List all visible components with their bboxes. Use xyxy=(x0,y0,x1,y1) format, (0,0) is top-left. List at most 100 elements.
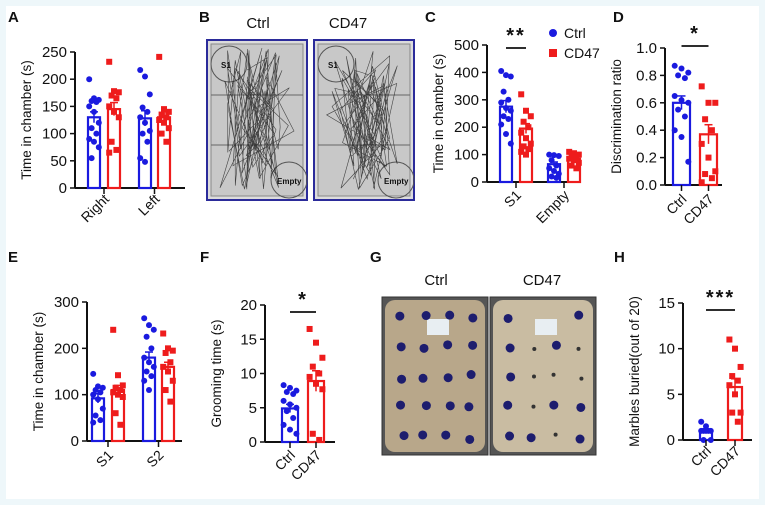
data-point xyxy=(287,426,293,433)
data-point xyxy=(86,136,93,143)
ctrl-bar-group xyxy=(671,62,692,187)
marble xyxy=(531,404,536,409)
data-point xyxy=(503,72,509,79)
data-point xyxy=(518,148,525,155)
y-tick-label: 0.2 xyxy=(636,150,657,167)
data-point xyxy=(108,92,115,99)
data-point xyxy=(520,143,527,150)
data-point xyxy=(139,130,146,137)
y-tick-label: 100 xyxy=(54,387,79,404)
data-point xyxy=(306,373,313,380)
data-point xyxy=(737,409,744,416)
marble xyxy=(419,343,429,353)
data-point xyxy=(92,387,99,394)
data-point xyxy=(113,95,120,102)
data-point xyxy=(729,373,736,380)
marble xyxy=(551,372,556,377)
marble xyxy=(421,311,431,321)
cage-tag xyxy=(427,319,449,335)
panel-b-title-ctrl: Ctrl xyxy=(246,15,269,32)
marble-cage-cd47 xyxy=(489,296,597,456)
panel-b-title-cd47: CD47 xyxy=(329,15,367,32)
y-tick-label: 5 xyxy=(667,386,675,403)
data-point xyxy=(158,130,165,137)
y-tick-label: 15 xyxy=(658,295,675,312)
chart-a: 0 50 100 150 200 250 Time in chamber (s) Right L… xyxy=(19,44,185,225)
data-point xyxy=(165,108,172,115)
ctrl-bar-group xyxy=(498,68,514,184)
panel-label-h: H xyxy=(614,249,625,266)
y-axis-label: Grooming time (s) xyxy=(209,319,224,427)
data-point xyxy=(306,325,313,332)
significance-stars: ** xyxy=(506,25,526,47)
data-point xyxy=(527,113,534,120)
data-point xyxy=(553,174,560,181)
marble xyxy=(445,310,455,320)
data-point xyxy=(115,114,122,121)
data-point xyxy=(95,396,101,403)
data-point xyxy=(319,386,326,393)
y-tick-label: 300 xyxy=(54,294,79,311)
data-point xyxy=(142,119,148,126)
panel-label-a: A xyxy=(8,9,19,26)
data-point xyxy=(160,330,167,337)
y-axis-label: Discrimination ratio xyxy=(609,59,624,174)
y-tick-label: 200 xyxy=(54,340,79,357)
data-point xyxy=(523,135,529,142)
cd47-bar-group xyxy=(110,326,126,443)
data-point xyxy=(158,111,165,118)
data-point xyxy=(97,389,104,396)
y-tick-label: 400 xyxy=(454,64,479,81)
panel-label-d: D xyxy=(613,9,624,26)
data-point xyxy=(146,322,152,329)
data-point xyxy=(280,421,287,428)
data-point xyxy=(705,99,712,106)
marble xyxy=(503,400,513,410)
y-tick-label: 15 xyxy=(240,331,257,348)
marble xyxy=(468,340,478,350)
y-tick-label: 300 xyxy=(454,92,479,109)
data-point xyxy=(86,76,93,83)
y-axis-label: Time in chamber (s) xyxy=(31,312,46,432)
empty-label: Empty xyxy=(277,177,302,186)
data-point xyxy=(99,405,106,412)
y-tick-label: 50 xyxy=(50,153,67,170)
data-point xyxy=(546,151,553,158)
data-point xyxy=(678,134,685,141)
data-point xyxy=(729,409,736,416)
marble xyxy=(464,402,474,412)
data-point xyxy=(702,116,709,123)
data-point xyxy=(732,391,738,398)
data-point xyxy=(161,119,167,126)
data-point xyxy=(675,106,682,113)
s1-zone xyxy=(317,45,355,83)
data-point xyxy=(316,436,323,443)
chart-e: 0 100 200 300 Time in chamber (s) S1 S2 xyxy=(31,294,182,470)
data-point xyxy=(165,345,171,352)
data-point xyxy=(708,175,715,182)
data-point xyxy=(678,97,685,104)
data-point xyxy=(507,107,514,114)
legend-ctrl-marker xyxy=(549,29,557,37)
data-point xyxy=(117,421,124,428)
data-point xyxy=(737,363,744,370)
y-axis-label: Time in chamber (s) xyxy=(19,60,34,180)
data-point xyxy=(518,129,525,136)
data-point xyxy=(141,315,148,322)
y-tick-label: 200 xyxy=(454,119,479,136)
ctrl-bar-group xyxy=(141,315,157,443)
data-point xyxy=(675,72,682,79)
empty-label: Empty xyxy=(384,177,409,186)
ctrl-bar-group xyxy=(280,382,300,444)
legend: Ctrl CD47 xyxy=(549,25,600,61)
data-point xyxy=(555,152,562,159)
panel-label-e: E xyxy=(8,249,18,266)
data-point xyxy=(97,417,104,424)
marble xyxy=(421,401,431,411)
ctrl-bar-group xyxy=(90,370,106,443)
marble xyxy=(466,370,476,380)
data-point xyxy=(316,370,323,377)
data-point xyxy=(671,92,678,99)
